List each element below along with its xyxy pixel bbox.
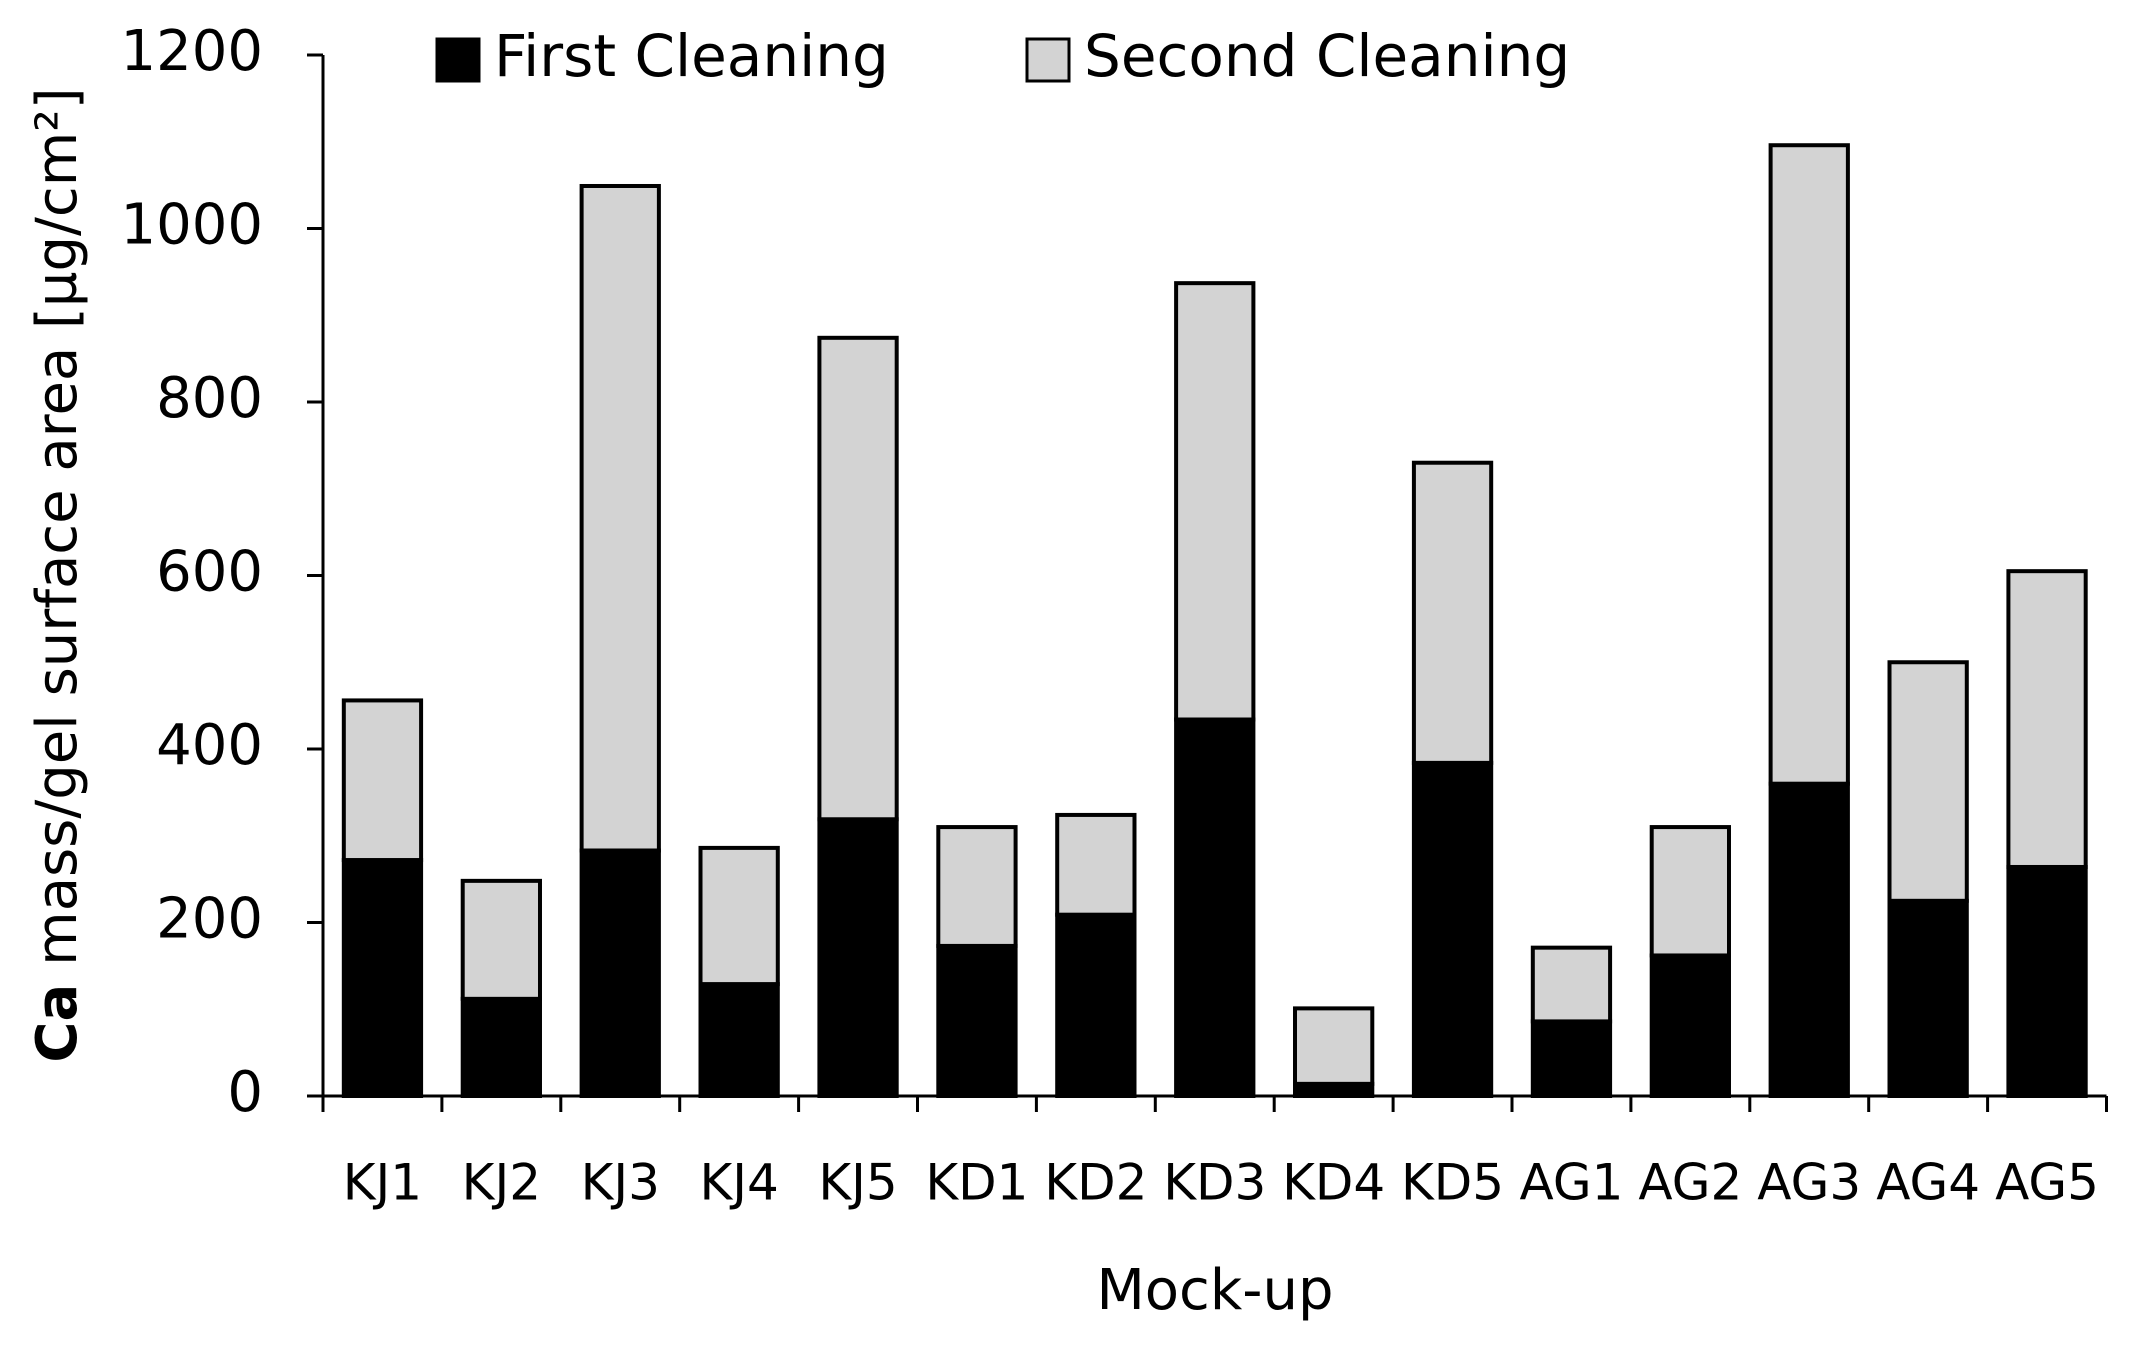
x-tick-label: KD2 <box>1044 1154 1147 1212</box>
x-tick-label: KD3 <box>1163 1154 1266 1212</box>
y-axis-title-text: mass/gel surface area [µg/cm²] <box>25 87 90 965</box>
x-tick-label: KJ3 <box>581 1154 660 1212</box>
bar-segment <box>460 996 542 1099</box>
x-tick-label: KJ2 <box>462 1154 541 1212</box>
y-axis-title-bold: Ca <box>25 984 90 1063</box>
x-tick-label: AG3 <box>1757 1154 1861 1212</box>
y-tick-label: 200 <box>156 887 263 952</box>
x-tick-label: AG1 <box>1520 1154 1624 1212</box>
bar-segment <box>1649 953 1731 1099</box>
x-tick-label: AG5 <box>1995 1154 2099 1212</box>
legend-label: First Cleaning <box>494 22 889 90</box>
bar-segment <box>1411 760 1494 1098</box>
bar-segment <box>1768 143 1850 786</box>
bar-segment <box>1174 717 1256 1098</box>
y-tick-label: 600 <box>156 540 263 605</box>
bar-segment <box>341 858 424 1098</box>
legend-swatch <box>435 37 481 83</box>
bar-segment <box>698 845 780 987</box>
x-tick-label: KD1 <box>925 1154 1028 1212</box>
y-tick-label: 1000 <box>120 193 263 258</box>
x-tick-label: KJ1 <box>343 1154 422 1212</box>
bar-segment <box>2006 569 2088 869</box>
x-tick-label: KJ4 <box>699 1154 778 1212</box>
bar-segment <box>2006 864 2088 1098</box>
bar-segment <box>1530 945 1613 1024</box>
bar-segment <box>1055 812 1137 917</box>
x-tick-label: KJ5 <box>818 1154 897 1212</box>
bar-segment <box>1530 1019 1613 1099</box>
bar-segment <box>1293 1006 1375 1086</box>
bar-segment <box>1887 898 1969 1098</box>
y-tick-label: 1200 <box>120 19 263 84</box>
bar-segment <box>1649 825 1731 958</box>
y-axis-title: Ca mass/gel surface area [µg/cm²] <box>25 87 90 1062</box>
bar-segment <box>936 943 1018 1098</box>
x-tick-label: KD4 <box>1282 1154 1385 1212</box>
x-tick-label: AG4 <box>1876 1154 1980 1212</box>
x-axis-title: Mock-up <box>1096 1258 1333 1323</box>
bar-segment <box>936 825 1018 948</box>
bar-segment <box>579 848 661 1098</box>
y-tick-label: 400 <box>156 713 263 778</box>
y-tick-label: 800 <box>156 366 263 431</box>
x-tick-label: AG2 <box>1638 1154 1742 1212</box>
bar-segment <box>460 878 542 1001</box>
bar-segment <box>698 982 780 1099</box>
bar-segment <box>1174 281 1256 722</box>
bar-segment <box>341 698 424 863</box>
bar-segment <box>1411 460 1494 765</box>
legend-label: Second Cleaning <box>1084 22 1570 90</box>
bar-segment <box>1768 781 1850 1098</box>
bar-segment <box>1055 912 1137 1098</box>
bar-segment <box>817 335 899 822</box>
bar-segment <box>817 817 899 1099</box>
bar-segment <box>579 183 661 853</box>
bar-segment <box>1887 660 1969 903</box>
legend-swatch <box>1025 37 1071 83</box>
x-tick-label: KD5 <box>1401 1154 1504 1212</box>
y-tick-label: 0 <box>227 1060 263 1125</box>
